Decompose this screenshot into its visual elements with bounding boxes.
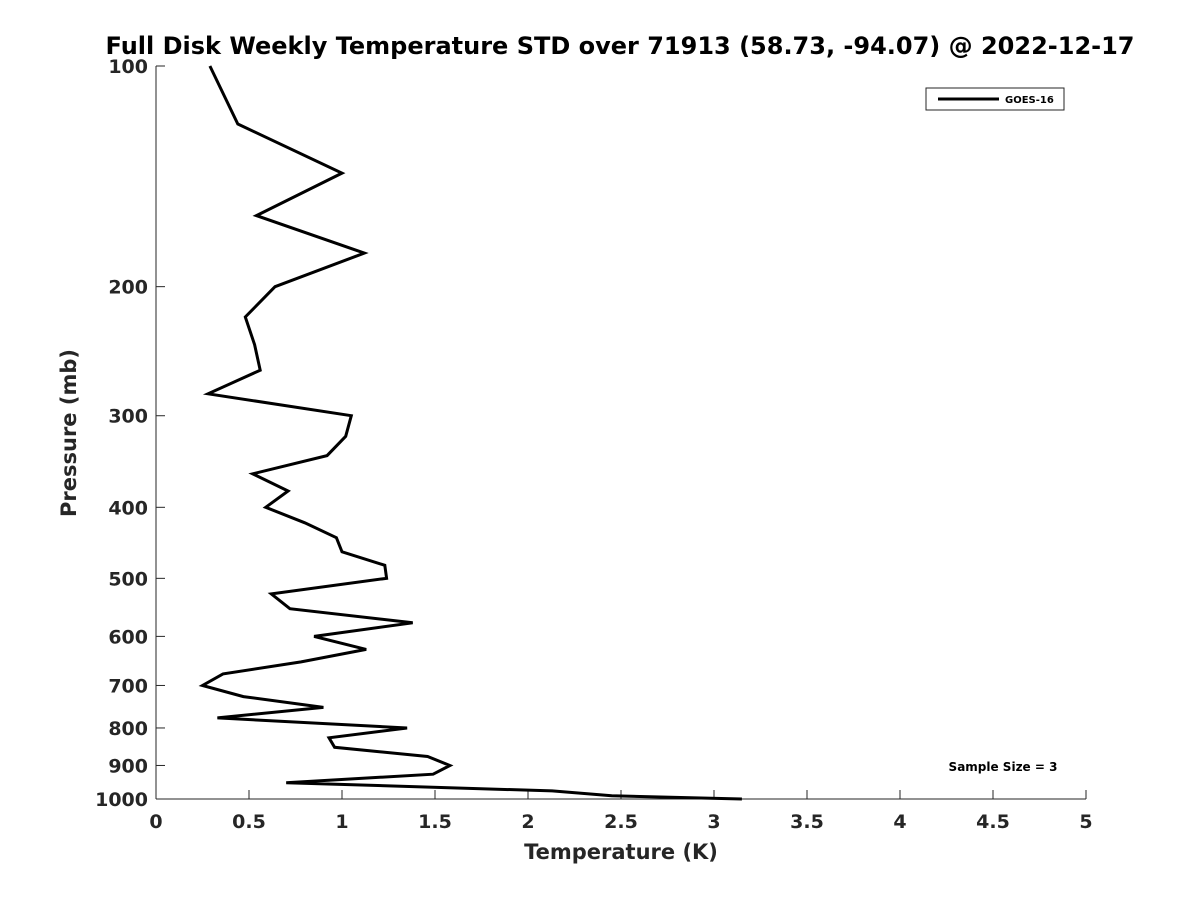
x-tick-label: 3.5 [790,811,824,833]
y-tick-label: 700 [108,675,148,697]
y-tick-label: 100 [108,56,148,78]
x-tick-label: 3 [707,811,720,833]
x-axis-label: Temperature (K) [524,840,718,864]
y-tick-label: 200 [108,277,148,299]
legend-label-goes-16: GOES-16 [1005,95,1054,106]
x-tick-label: 4 [893,811,906,833]
y-tick-label: 800 [108,718,148,740]
series-layer [198,65,742,801]
sample-size-annotation: Sample Size = 3 [949,760,1058,774]
x-tick-label: 1 [335,811,348,833]
x-ticks: 0 0.5 1 1.5 2 2.5 3 3.5 4 4.5 5 [149,790,1093,833]
y-tick-label: 1000 [95,789,148,811]
y-tick-label: 400 [108,497,148,519]
y-tick-label: 900 [108,755,148,777]
y-ticks: 100 200 300 400 500 600 700 800 900 1000 [95,56,165,811]
y-axis-label: Pressure (mb) [57,349,81,517]
series-line-goes-16 [198,65,742,801]
x-tick-label: 5 [1079,811,1092,833]
x-tick-label: 0.5 [232,811,266,833]
legend: GOES-16 [925,87,1065,111]
chart-title: Full Disk Weekly Temperature STD over 71… [106,32,1135,60]
y-tick-label: 600 [108,626,148,648]
x-tick-label: 2 [521,811,534,833]
y-tick-label: 300 [108,406,148,428]
y-tick-label: 500 [108,568,148,590]
x-tick-label: 2.5 [604,811,638,833]
x-tick-label: 4.5 [976,811,1010,833]
x-tick-label: 0 [149,811,162,833]
x-tick-label: 1.5 [418,811,452,833]
